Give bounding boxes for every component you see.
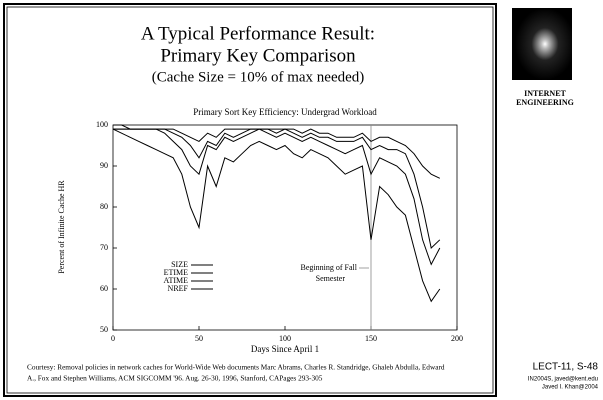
logo-text: INTERNET bbox=[524, 89, 566, 98]
slide-subtitle: (Cache Size = 10% of max needed) bbox=[152, 69, 365, 85]
slide-title: A Typical Performance Result: bbox=[141, 23, 375, 44]
annotation-text: Semester bbox=[316, 274, 346, 283]
logo-text: ENGINEERING bbox=[516, 98, 574, 107]
y-tick-label: 90 bbox=[100, 161, 108, 170]
y-tick-label: 50 bbox=[100, 325, 108, 334]
slide: A Typical Performance Result: Primary Ke… bbox=[0, 0, 603, 400]
y-tick-label: 80 bbox=[100, 202, 108, 211]
x-tick-label: 150 bbox=[365, 334, 377, 343]
y-tick-label: 70 bbox=[100, 243, 108, 252]
chart-title: Primary Sort Key Efficiency: Undergrad W… bbox=[193, 107, 377, 117]
credits: IN2004S, javed@kent.edu bbox=[528, 377, 598, 383]
series-line bbox=[113, 125, 440, 248]
x-tick-label: 0 bbox=[111, 334, 115, 343]
legend-label: NREF bbox=[168, 284, 189, 293]
footer: A., Fox and Stephen Williams, ACM SIGCOM… bbox=[27, 374, 323, 383]
footer: Courtesy: Removal policies in network ca… bbox=[27, 363, 445, 372]
slide-number: LECT-11, S-48 bbox=[533, 362, 599, 373]
slide-title: Primary Key Comparison bbox=[160, 45, 356, 66]
series-line bbox=[113, 129, 440, 301]
x-tick-label: 100 bbox=[279, 334, 291, 343]
x-axis-label: Days Since April 1 bbox=[251, 344, 319, 354]
x-tick-label: 200 bbox=[451, 334, 463, 343]
x-tick-label: 50 bbox=[195, 334, 203, 343]
y-tick-label: 100 bbox=[96, 120, 108, 129]
logo-image bbox=[512, 8, 572, 80]
y-tick-label: 60 bbox=[100, 284, 108, 293]
plot-frame bbox=[113, 125, 457, 330]
y-axis-label: Percent of Infinite Cache HR bbox=[57, 180, 66, 274]
annotation-text: Beginning of Fall bbox=[301, 263, 358, 272]
page: {"slide": { "title": ["A Typical Perform… bbox=[0, 0, 603, 400]
credits: Javed I. Khan@2004 bbox=[542, 385, 599, 391]
series-line bbox=[113, 129, 440, 178]
